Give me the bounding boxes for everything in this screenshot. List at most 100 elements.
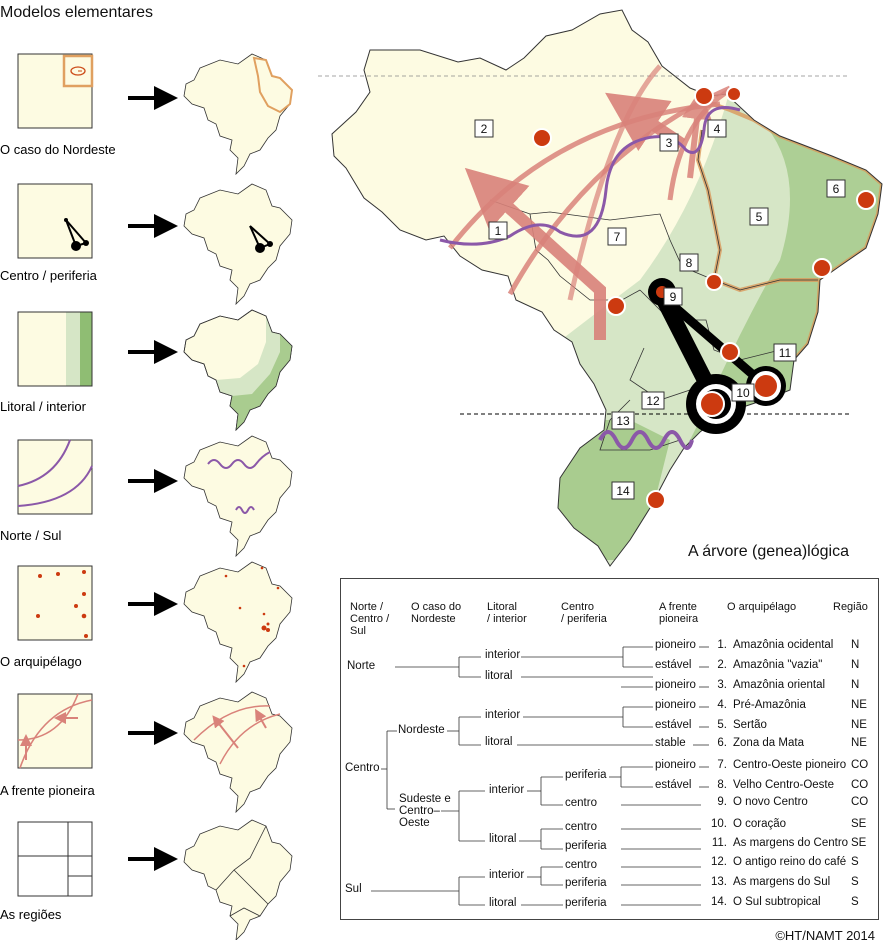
row-pioneer: estável — [655, 719, 692, 731]
row-name: Zona da Mata — [733, 737, 804, 749]
row-region: S — [851, 856, 859, 868]
header-arquipelago: O arquipélago — [727, 601, 797, 613]
row-region: S — [851, 876, 859, 888]
mini-map-centro — [183, 183, 293, 305]
row-number: 7. — [717, 759, 727, 771]
row-region: SE — [851, 818, 867, 830]
node-se-litoral: litoral — [489, 833, 517, 845]
node-sul: Sul — [345, 883, 362, 895]
row-region: CO — [851, 759, 869, 771]
row-region: NE — [851, 737, 867, 749]
row-number: 6. — [717, 737, 727, 749]
svg-text:13: 13 — [616, 414, 630, 428]
row-name: Sertão — [733, 719, 767, 731]
row-number: 3. — [717, 679, 727, 691]
row-pioneer: stable — [655, 737, 686, 749]
models-panel: O caso do Nordeste Centro / periferia — [0, 53, 294, 940]
row-name: O Sul subtropical — [733, 896, 821, 908]
row-number: 9. — [717, 796, 727, 808]
box-4: 4 — [707, 119, 727, 138]
frente-pioneira-icon — [17, 693, 93, 769]
model-label-norte-sul: Norte / Sul — [0, 528, 62, 543]
node-s-l-periferia: periferia — [565, 897, 607, 909]
tree-title: A árvore (genea)lógica — [688, 543, 849, 560]
mini-map-litoral — [183, 309, 293, 431]
row-region: N — [851, 639, 860, 651]
row-pioneer: estável — [655, 779, 692, 791]
row-pioneer: pioneiro — [655, 639, 696, 651]
row-region: SE — [851, 837, 867, 849]
node-centro: Centro — [345, 762, 380, 774]
svg-text:4: 4 — [714, 122, 721, 136]
svg-text:14: 14 — [616, 484, 630, 498]
mini-map-regioes — [183, 819, 293, 940]
row-name: O antigo reino do café — [733, 856, 847, 868]
box-1: 1 — [488, 221, 508, 240]
model-arquipelago — [17, 561, 293, 683]
arquipelago-icon — [17, 565, 93, 641]
model-frente-pioneira — [17, 691, 293, 813]
row-pioneer: pioneiro — [655, 679, 696, 691]
box-14: 14 — [611, 481, 635, 500]
model-nordeste — [17, 53, 294, 175]
row-name: As margens do Sul — [733, 876, 831, 888]
row-name: Amazônia ocidental — [733, 639, 834, 651]
model-centro-periferia — [17, 183, 293, 305]
svg-text:12: 12 — [646, 394, 660, 408]
row-name: Velho Centro-Oeste — [733, 779, 835, 791]
node-se-l-periferia: periferia — [565, 840, 607, 852]
region-number-boxes: 1 2 3 4 5 6 7 8 9 10 11 12 13 14 — [474, 119, 846, 500]
row-number: 8. — [717, 779, 727, 791]
model-label-frente: A frente pioneira — [0, 783, 95, 798]
node-s-i-periferia: periferia — [565, 877, 607, 889]
row-name: O coração — [733, 818, 787, 830]
model-regioes — [17, 819, 293, 940]
model-label-litoral: Litoral / interior — [0, 399, 87, 414]
node-s-i-centro: centro — [565, 859, 597, 871]
regioes-icon — [17, 821, 93, 897]
nordeste-square-icon — [17, 53, 93, 129]
row-number: 12. — [711, 856, 727, 868]
row-number: 13. — [711, 876, 727, 888]
box-2: 2 — [474, 119, 494, 138]
box-13: 13 — [611, 411, 635, 430]
row-number: 14. — [711, 896, 727, 908]
header-nordeste: O caso do Nordeste — [411, 601, 462, 625]
model-label-centro: Centro / periferia — [0, 268, 98, 283]
model-label-nordeste: O caso do Nordeste — [0, 142, 116, 157]
row-region: CO — [851, 779, 869, 791]
svg-text:10: 10 — [736, 386, 750, 400]
row-name: Amazônia oriental — [733, 679, 826, 691]
svg-text:1: 1 — [495, 224, 502, 238]
mini-map-norte-sul — [183, 435, 293, 557]
model-litoral-interior — [17, 309, 293, 431]
node-ne-litoral: litoral — [485, 736, 513, 748]
row-name: Amazônia "vazia" — [733, 659, 823, 671]
svg-text:6: 6 — [833, 182, 840, 196]
row-pioneer: pioneiro — [655, 699, 696, 711]
mini-map-arquipelago — [183, 561, 293, 683]
svg-text:8: 8 — [686, 256, 693, 270]
box-10: 10 — [731, 383, 755, 402]
node-n-interior: interior — [485, 649, 521, 661]
row-pioneer: pioneiro — [655, 759, 696, 771]
row-name: Centro-Oeste pioneiro — [733, 759, 847, 771]
model-label-arquipelago: O arquipélago — [0, 654, 82, 669]
node-ne-interior: interior — [485, 709, 521, 721]
box-9: 9 — [663, 287, 683, 306]
row-number: 10. — [711, 818, 727, 830]
row-name: As margens do Centro — [733, 837, 849, 849]
row-number: 2. — [717, 659, 727, 671]
node-n-litoral: litoral — [485, 670, 513, 682]
svg-text:11: 11 — [779, 346, 792, 360]
box-6: 6 — [826, 179, 846, 198]
row-region: N — [851, 679, 860, 691]
row-region: S — [851, 896, 859, 908]
row-number: 5. — [717, 719, 727, 731]
main-map: 1 2 3 4 5 6 7 8 9 10 11 12 13 14 — [318, 9, 883, 567]
box-12: 12 — [641, 391, 665, 410]
row-number: 11. — [711, 837, 727, 849]
mini-map-frente — [183, 691, 293, 813]
node-sudeste: Sudeste e Centro– Oeste — [399, 793, 451, 829]
model-norte-sul — [17, 435, 293, 557]
